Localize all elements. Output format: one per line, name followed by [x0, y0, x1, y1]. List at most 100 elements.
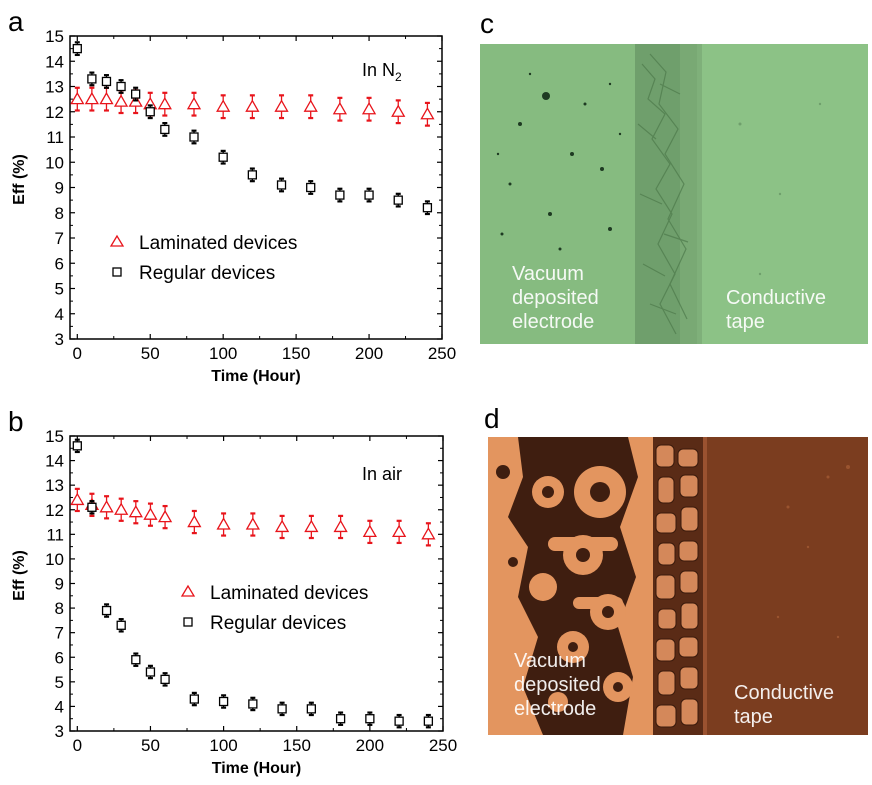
data-point: [332, 101, 348, 115]
data-point: [128, 504, 143, 518]
photo-d-right-line-1: Conductive: [734, 682, 835, 704]
photo-d-image: [488, 437, 868, 735]
data-point: [186, 96, 202, 110]
series-laminated: [70, 487, 436, 547]
x-tick-label: 100: [209, 736, 237, 755]
data-point: [113, 94, 129, 107]
photo-d-left-line-1: Vacuum: [514, 650, 586, 672]
photo-c-image: [480, 44, 868, 344]
data-point: [99, 91, 114, 105]
data-point: [333, 519, 348, 533]
x-tick-label: 150: [283, 736, 311, 755]
data-point: [87, 502, 97, 512]
condition-annotation: In N2: [362, 60, 402, 84]
y-tick-label: 15: [45, 427, 64, 446]
y-tick-label: 10: [45, 153, 64, 172]
data-point: [245, 517, 260, 530]
photo-d-right-label: Conductive tape: [734, 681, 834, 729]
data-point: [364, 190, 374, 200]
condition-annotation: In air: [362, 464, 402, 484]
x-tick-label: 100: [209, 344, 237, 363]
data-point: [145, 107, 155, 117]
data-point: [420, 106, 435, 120]
y-tick-label: 12: [45, 103, 64, 122]
legend-marker-laminated: [180, 584, 196, 597]
data-point: [145, 667, 156, 677]
y-tick-label: 15: [45, 27, 64, 46]
data-point: [70, 492, 85, 506]
y-axis-label: Eff (%): [11, 550, 28, 601]
data-point: [423, 716, 434, 726]
data-point: [101, 76, 112, 87]
data-point: [274, 519, 290, 533]
y-tick-label: 14: [45, 452, 64, 471]
y-tick-label: 11: [46, 128, 64, 147]
data-point: [245, 99, 260, 112]
y-tick-label: 7: [55, 624, 64, 643]
data-point: [84, 91, 100, 105]
photo-d-right-line-2: tape: [734, 706, 773, 728]
data-point: [87, 74, 97, 84]
data-point: [189, 132, 199, 142]
data-point: [218, 696, 229, 707]
data-point: [131, 655, 141, 665]
data-point: [391, 104, 406, 117]
x-tick-label: 200: [356, 736, 384, 755]
y-axis-label: Eff (%): [11, 154, 28, 205]
x-tick-label: 0: [73, 344, 82, 363]
x-tick-label: 250: [428, 344, 456, 363]
y-tick-label: 8: [55, 204, 64, 223]
data-point: [422, 203, 433, 213]
y-tick-label: 8: [55, 599, 64, 618]
y-tick-label: 14: [45, 52, 64, 71]
photo-d-micrograph: Vacuum deposited electrode Conductive ta…: [488, 437, 868, 735]
data-point: [160, 124, 170, 135]
data-point: [306, 704, 317, 714]
series-laminated: [70, 86, 435, 127]
photo-c-left-label: Vacuum deposited electrode: [512, 262, 599, 334]
data-point: [335, 714, 346, 724]
x-tick-label: 50: [141, 736, 160, 755]
data-point: [247, 170, 258, 180]
y-tick-label: 10: [45, 550, 64, 569]
data-point: [304, 519, 319, 533]
photo-c-left-line-3: electrode: [512, 311, 595, 333]
y-tick-label: 9: [55, 179, 64, 198]
photo-c-right-line-1: Conductive: [726, 287, 827, 309]
legend-marker-regular: [112, 267, 122, 277]
data-point: [421, 527, 436, 540]
photo-d-left-label: Vacuum deposited electrode: [514, 649, 601, 721]
data-point: [393, 195, 403, 205]
data-point: [306, 182, 316, 193]
data-point: [187, 514, 202, 528]
data-point: [274, 99, 289, 112]
legend-marker-regular: [183, 617, 193, 627]
series-regular: [72, 41, 433, 216]
y-tick-label: 5: [55, 673, 64, 692]
data-point: [157, 96, 172, 110]
data-point: [335, 190, 345, 200]
data-point: [218, 152, 228, 162]
y-tick-label: 6: [55, 254, 64, 273]
panel-letter-a: a: [8, 6, 24, 37]
y-tick-label: 9: [55, 575, 64, 594]
data-point: [362, 524, 377, 538]
photo-d-left-line-2: deposited: [514, 674, 601, 696]
data-point: [303, 99, 318, 112]
photo-c-left-line-2: deposited: [512, 287, 599, 309]
x-axis-label: Time (Hour): [212, 760, 301, 777]
photo-c-right-label: Conductive tape: [726, 286, 826, 334]
y-tick-label: 5: [55, 280, 64, 299]
photo-c-micrograph: Vacuum deposited electrode Conductive ta…: [480, 44, 868, 344]
x-tick-label: 0: [73, 736, 82, 755]
data-point: [365, 714, 375, 724]
plot-frame: [69, 35, 443, 340]
data-point: [391, 524, 407, 538]
y-tick-label: 13: [45, 78, 64, 97]
legend-label: Regular devices: [210, 613, 346, 634]
legend-label: Regular devices: [139, 263, 275, 284]
data-point: [157, 509, 173, 523]
y-tick-label: 3: [55, 330, 64, 349]
